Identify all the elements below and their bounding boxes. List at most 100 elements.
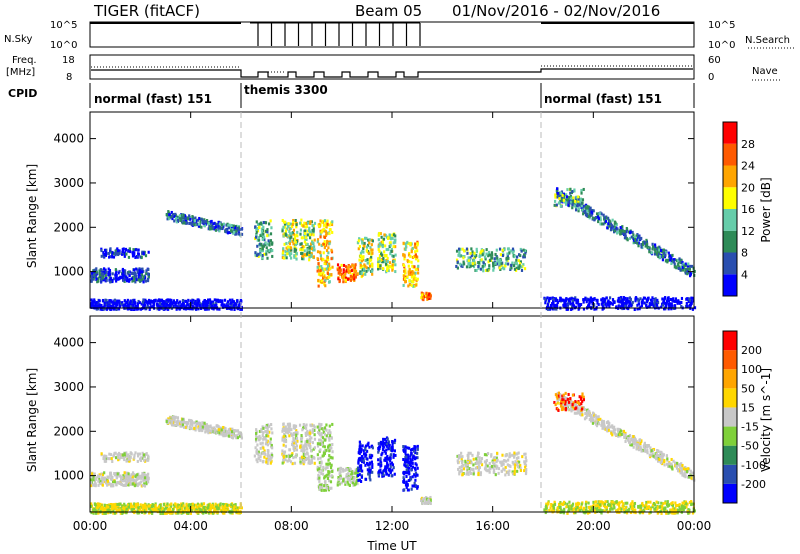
data-point: [120, 483, 124, 487]
data-point: [685, 301, 688, 305]
data-point: [391, 268, 394, 272]
data-point: [108, 457, 112, 461]
data-point: [623, 229, 626, 233]
data-point: [262, 431, 265, 435]
data-point: [555, 307, 558, 311]
data-point: [673, 304, 676, 308]
data-point: [195, 302, 198, 306]
data-point: [553, 203, 556, 207]
data-point: [173, 214, 176, 218]
data-point: [357, 247, 360, 251]
data-point: [306, 229, 309, 233]
data-point: [239, 298, 242, 302]
data-point: [214, 429, 217, 433]
data-point: [624, 300, 628, 304]
data-point: [668, 254, 672, 258]
data-point: [285, 227, 289, 231]
data-point: [173, 416, 176, 420]
data-point: [105, 270, 108, 274]
data-point: [200, 225, 203, 229]
data-point: [182, 420, 185, 424]
data-point: [494, 261, 497, 265]
data-point: [566, 307, 570, 311]
data-point: [392, 233, 396, 237]
freq-panel: Freq. [MHz] 18 8 60 0 Nave: [6, 54, 780, 83]
data-point: [117, 251, 120, 255]
data-point: [104, 251, 108, 255]
data-point: [284, 425, 287, 429]
data-point: [114, 253, 117, 257]
data-point: [264, 442, 268, 446]
data-point: [182, 214, 185, 218]
data-point: [553, 307, 556, 311]
data-point: [193, 301, 196, 305]
data-point: [589, 212, 592, 216]
data-point: [378, 249, 381, 253]
data-point: [112, 483, 115, 487]
data-point: [692, 270, 695, 274]
data-point: [114, 302, 117, 306]
data-point: [134, 480, 138, 484]
data-point: [668, 305, 671, 309]
data-point: [406, 259, 409, 263]
data-point: [284, 220, 287, 224]
data-point: [133, 271, 136, 275]
data-point: [544, 511, 547, 515]
data-point: [192, 298, 195, 302]
data-point: [360, 259, 363, 263]
data-point: [626, 297, 629, 301]
data-point: [118, 508, 122, 512]
data-point: [217, 425, 220, 429]
data-point: [615, 305, 618, 309]
data-point: [371, 239, 374, 243]
data-point: [677, 261, 680, 265]
data-point: [318, 224, 321, 228]
data-point: [138, 268, 141, 272]
data-point: [119, 474, 122, 478]
data-point: [586, 204, 589, 208]
data-point: [98, 476, 101, 480]
data-point: [201, 220, 205, 224]
data-point: [644, 244, 647, 248]
data-point: [689, 272, 693, 276]
data-point: [671, 508, 674, 512]
data-point: [259, 249, 262, 253]
data-point: [115, 277, 118, 281]
data-point: [182, 502, 185, 506]
data-point: [283, 432, 286, 436]
data-point: [151, 503, 154, 507]
data-point: [265, 460, 268, 464]
data-point: [236, 433, 239, 437]
data-point: [270, 242, 274, 246]
data-point: [693, 509, 696, 513]
data-point: [291, 231, 294, 235]
data-point: [569, 191, 572, 195]
data-point: [377, 247, 380, 251]
data-point: [588, 298, 591, 302]
data-point: [380, 240, 383, 244]
data-point: [605, 508, 608, 512]
data-point: [549, 506, 552, 510]
data-point: [655, 252, 659, 256]
data-point: [655, 303, 659, 307]
data-point: [595, 305, 598, 309]
data-point: [185, 424, 189, 428]
data-point: [96, 475, 100, 479]
data-point: [500, 262, 503, 266]
data-point: [107, 267, 110, 271]
data-point: [688, 303, 691, 307]
data-point: [641, 243, 644, 247]
freq-tick-bottom: 8: [66, 72, 72, 83]
data-point: [114, 251, 117, 255]
data-point: [141, 483, 144, 487]
data-point: [174, 303, 177, 307]
data-point: [295, 223, 298, 227]
data-point: [620, 232, 623, 236]
data-point: [667, 511, 670, 515]
data-point: [617, 297, 620, 301]
data-point: [305, 252, 309, 256]
data-point: [183, 506, 187, 510]
data-point: [566, 198, 570, 202]
data-point: [145, 272, 148, 276]
data-point: [268, 248, 271, 252]
